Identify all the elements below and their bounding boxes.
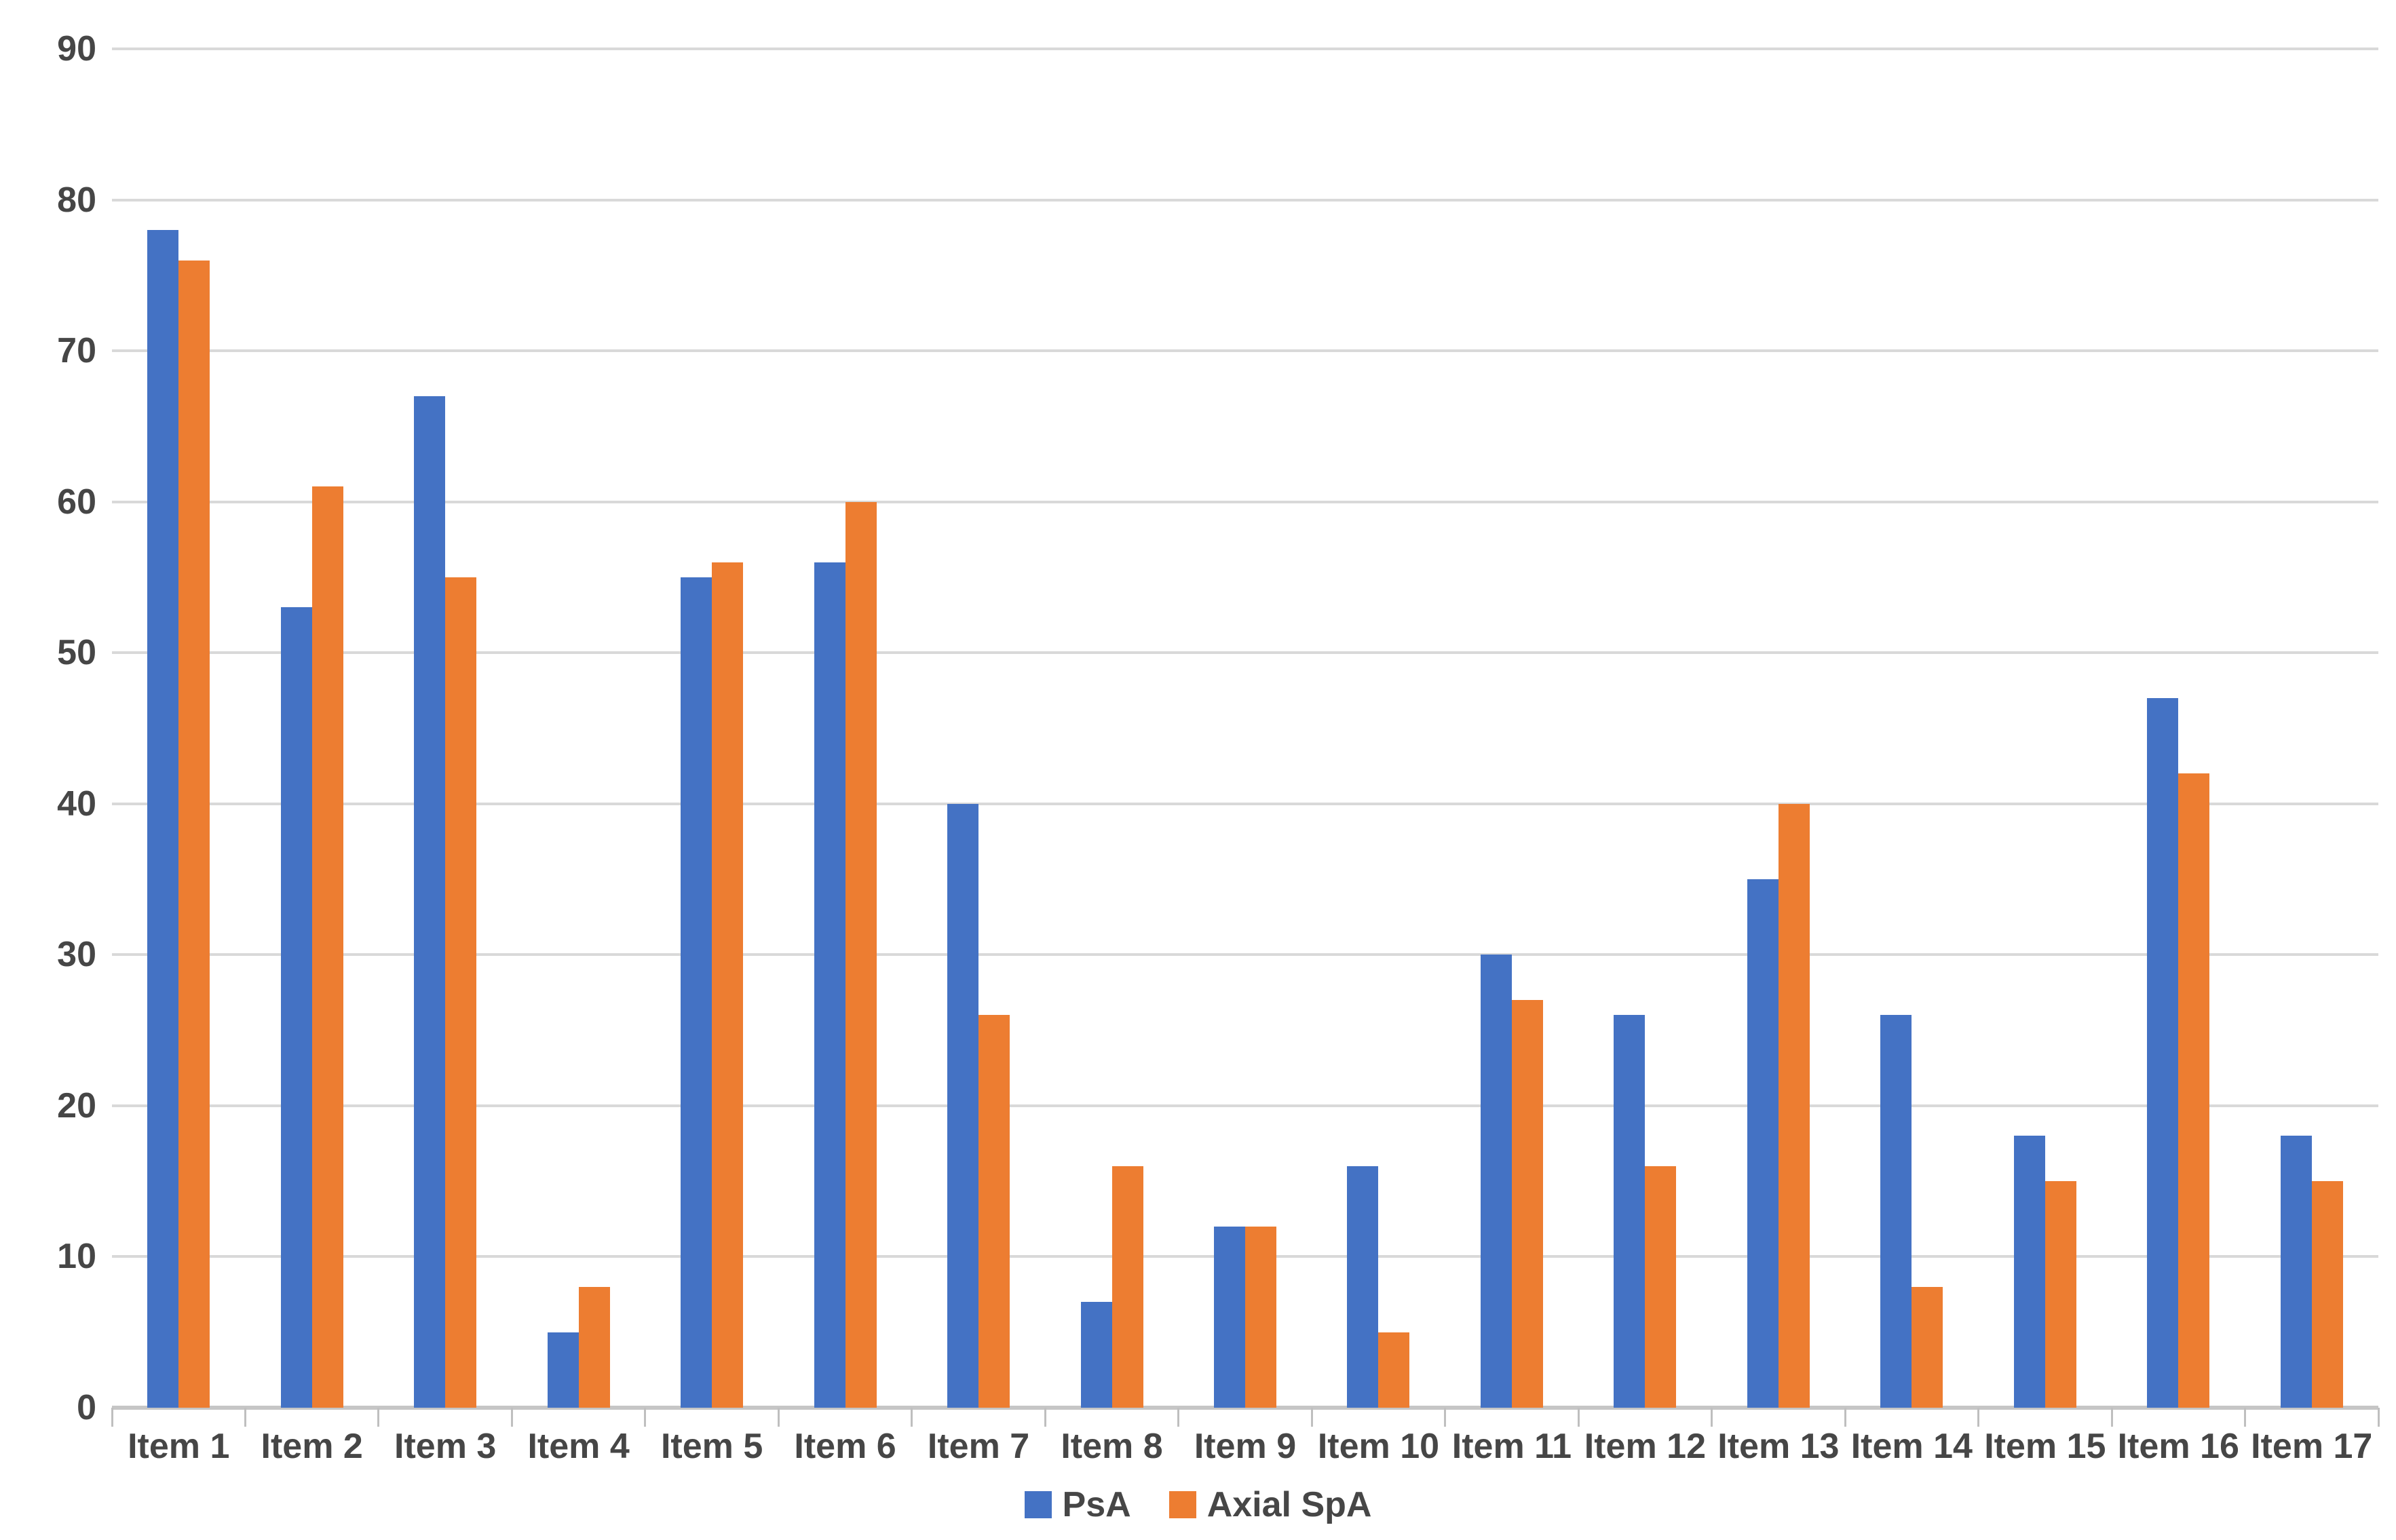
bar-axial-spa-4: [578, 1286, 610, 1408]
bar-psa-3: [414, 396, 446, 1408]
gridline: [112, 651, 2378, 655]
category-axis-tick: [2244, 1408, 2247, 1427]
legend-label: Axial SpA: [1206, 1485, 1372, 1524]
category-axis-tick: [510, 1408, 513, 1427]
bar-psa-16: [2147, 697, 2179, 1408]
bar-psa-6: [814, 562, 845, 1408]
x-category-label: Item 13: [1717, 1427, 1840, 1466]
gridline: [112, 198, 2378, 201]
bar-psa-2: [280, 607, 312, 1408]
bar-axial-spa-6: [845, 501, 877, 1408]
y-tick-label: 50: [57, 633, 96, 673]
bar-psa-10: [1347, 1166, 1379, 1408]
category-axis-tick: [911, 1408, 913, 1427]
y-tick-label: 60: [57, 482, 96, 522]
x-category-label: Item 3: [394, 1427, 497, 1466]
x-category-label: Item 16: [2117, 1427, 2239, 1466]
y-tick-label: 30: [57, 935, 96, 975]
bar-psa-15: [2013, 1136, 2045, 1408]
x-category-label: Item 12: [1584, 1427, 1707, 1466]
x-category-label: Item 2: [261, 1427, 363, 1466]
category-axis-tick: [1444, 1408, 1447, 1427]
category-axis-tick: [1577, 1408, 1580, 1427]
x-category-label: Item 5: [660, 1427, 763, 1466]
category-axis-tick: [1977, 1408, 1980, 1427]
bar-psa-13: [1747, 879, 1779, 1408]
bar-axial-spa-10: [1378, 1332, 1410, 1408]
gridline: [112, 1104, 2378, 1107]
category-axis-tick: [1711, 1408, 1713, 1427]
bar-axial-spa-2: [311, 486, 343, 1408]
category-axis-tick: [777, 1408, 780, 1427]
bar-axial-spa-5: [712, 562, 744, 1408]
category-axis-tick: [2377, 1408, 2380, 1427]
x-category-label: Item 11: [1451, 1427, 1572, 1466]
x-category-label: Item 1: [128, 1427, 230, 1466]
legend-swatch: [1024, 1491, 1052, 1518]
bar-axial-spa-13: [1778, 803, 1810, 1408]
gridline: [112, 349, 2378, 353]
bar-axial-spa-14: [1912, 1286, 1943, 1408]
bar-axial-spa-1: [178, 260, 210, 1408]
bar-axial-spa-16: [2178, 773, 2210, 1408]
legend-swatch: [1168, 1491, 1196, 1518]
bar-axial-spa-9: [1245, 1226, 1276, 1408]
x-category-label: Item 7: [927, 1427, 1030, 1466]
category-axis-tick: [377, 1408, 380, 1427]
category-axis-tick: [2110, 1408, 2113, 1427]
x-category-label: Item 17: [2251, 1427, 2373, 1466]
y-tick-label: 40: [57, 784, 96, 824]
bar-psa-5: [681, 577, 712, 1408]
gridline: [112, 953, 2378, 957]
x-category-label: Item 14: [1850, 1427, 1973, 1466]
bar-psa-11: [1480, 955, 1512, 1408]
y-tick-label: 0: [77, 1388, 96, 1427]
legend-label: PsA: [1062, 1485, 1131, 1524]
bar-axial-spa-3: [445, 577, 477, 1408]
category-axis-tick: [1844, 1408, 1846, 1427]
legend: PsA Axial SpA: [0, 1486, 2396, 1524]
gridline: [112, 500, 2378, 503]
bar-psa-4: [547, 1332, 579, 1408]
y-tick-label: 20: [57, 1085, 96, 1125]
category-axis-tick: [1310, 1408, 1313, 1427]
gridline: [112, 802, 2378, 805]
x-category-label: Item 10: [1317, 1427, 1440, 1466]
bar-psa-12: [1614, 1015, 1646, 1408]
category-axis-tick: [644, 1408, 647, 1427]
bar-psa-9: [1214, 1226, 1245, 1408]
x-axis-baseline: [112, 1406, 2378, 1410]
category-axis-tick: [1044, 1408, 1046, 1427]
gridline: [112, 47, 2378, 50]
bar-axial-spa-7: [978, 1015, 1010, 1408]
category-axis-tick: [111, 1408, 113, 1427]
y-tick-label: 10: [57, 1237, 96, 1277]
bar-axial-spa-8: [1111, 1166, 1143, 1408]
category-axis-tick: [1177, 1408, 1180, 1427]
x-category-label: Item 4: [527, 1427, 630, 1466]
bar-axial-spa-15: [2045, 1181, 2076, 1408]
bar-axial-spa-17: [2311, 1181, 2343, 1408]
category-axis-tick: [244, 1408, 246, 1427]
bar-axial-spa-11: [1511, 1000, 1543, 1408]
y-tick-label: 70: [57, 331, 96, 371]
x-category-label: Item 6: [794, 1427, 896, 1466]
y-tick-label: 80: [57, 180, 96, 220]
bar-psa-8: [1080, 1302, 1112, 1408]
bar-psa-1: [147, 230, 179, 1408]
legend-item-axial-spa: Axial SpA: [1168, 1485, 1372, 1524]
x-category-label: Item 9: [1194, 1427, 1297, 1466]
legend-item-psa: PsA: [1024, 1485, 1131, 1524]
bar-axial-spa-12: [1645, 1166, 1677, 1408]
x-category-label: Item 8: [1061, 1427, 1163, 1466]
y-tick-label: 90: [57, 29, 96, 69]
bar-psa-14: [1880, 1015, 1912, 1408]
bar-psa-7: [947, 803, 979, 1408]
x-category-label: Item 15: [1984, 1427, 2106, 1466]
bar-psa-17: [2280, 1136, 2312, 1408]
